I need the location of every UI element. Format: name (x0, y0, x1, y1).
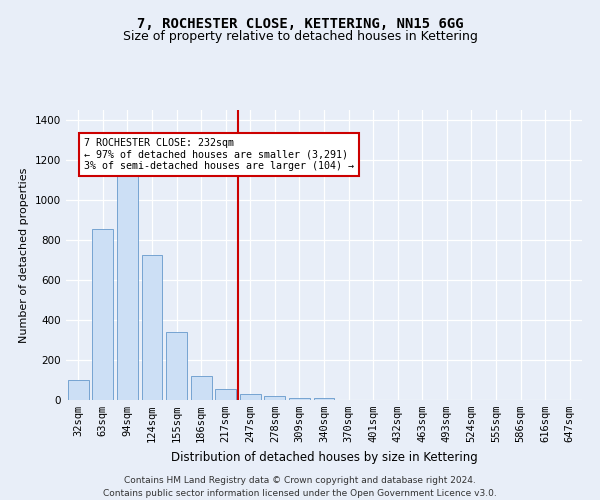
Text: Contains HM Land Registry data © Crown copyright and database right 2024.: Contains HM Land Registry data © Crown c… (124, 476, 476, 485)
Bar (68, 380, 89, 400)
Bar (142, 255, 163, 400)
Text: 7 ROCHESTER CLOSE: 232sqm
← 97% of detached houses are smaller (3,291)
3% of sem: 7 ROCHESTER CLOSE: 232sqm ← 97% of detac… (85, 138, 355, 171)
X-axis label: Distribution of detached houses by size in Kettering: Distribution of detached houses by size … (170, 450, 478, 464)
Bar (191, 376, 212, 400)
Bar (215, 389, 236, 400)
Bar (314, 398, 334, 400)
Bar (265, 396, 286, 400)
Bar (117, 174, 138, 400)
Bar (92, 229, 113, 400)
Bar (240, 394, 261, 400)
Text: Size of property relative to detached houses in Kettering: Size of property relative to detached ho… (122, 30, 478, 43)
Text: Contains public sector information licensed under the Open Government Licence v3: Contains public sector information licen… (103, 489, 497, 498)
Bar (166, 332, 187, 400)
Y-axis label: Number of detached properties: Number of detached properties (19, 168, 29, 342)
Text: 7, ROCHESTER CLOSE, KETTERING, NN15 6GG: 7, ROCHESTER CLOSE, KETTERING, NN15 6GG (137, 18, 463, 32)
Bar (289, 398, 310, 400)
